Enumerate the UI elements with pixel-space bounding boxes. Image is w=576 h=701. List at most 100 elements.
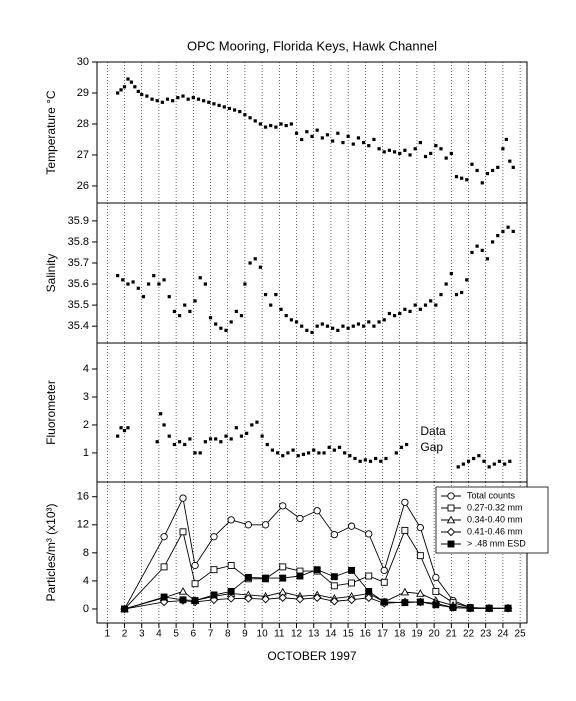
data-point	[147, 282, 151, 286]
marker	[179, 596, 187, 604]
marker	[416, 523, 425, 532]
y-tick-label: 29	[77, 87, 89, 99]
data-point	[511, 229, 515, 234]
marker	[449, 604, 457, 612]
y-tick-label: 0	[83, 603, 89, 615]
x-tick-label: 3	[139, 629, 145, 640]
x-tick-label: 18	[394, 629, 406, 640]
data-point	[331, 139, 335, 143]
data-point	[382, 150, 386, 154]
marker	[160, 563, 168, 571]
data-point	[155, 440, 159, 444]
marker	[380, 598, 388, 606]
data-point	[217, 103, 221, 107]
x-tick-label: 15	[343, 629, 355, 640]
data-point	[296, 454, 300, 458]
marker	[347, 522, 356, 530]
data-point	[315, 324, 319, 328]
annotation: Gap	[420, 440, 443, 454]
data-point	[258, 265, 262, 269]
y-tick-label: 2	[83, 419, 89, 431]
data-point	[377, 147, 381, 151]
data-point	[449, 151, 453, 156]
marker	[227, 562, 235, 569]
data-point	[136, 286, 140, 290]
data-point	[306, 451, 311, 455]
chart-title: OPC Mooring, Florida Keys, Hawk Channel	[187, 38, 437, 53]
data-point	[444, 156, 448, 160]
data-point	[372, 137, 376, 142]
legend-label: > .48 mm ESD	[467, 538, 526, 548]
data-point	[176, 96, 180, 100]
marker	[400, 587, 410, 596]
data-point	[408, 309, 412, 314]
data-point	[480, 181, 484, 185]
data-point	[501, 147, 505, 151]
data-point	[167, 295, 171, 299]
marker	[244, 521, 253, 529]
data-point	[358, 459, 362, 463]
data-point	[403, 307, 407, 311]
marker	[365, 587, 373, 595]
data-point	[245, 431, 249, 435]
data-point	[129, 80, 133, 84]
data-point	[239, 314, 244, 318]
marker	[296, 572, 304, 580]
data-point	[203, 282, 207, 286]
data-point	[465, 278, 469, 282]
data-point	[508, 159, 512, 163]
x-tick-label: 4	[156, 629, 162, 640]
data-point	[398, 151, 402, 156]
data-point	[384, 456, 388, 461]
data-point	[116, 434, 120, 438]
data-point	[198, 276, 202, 280]
data-point	[172, 442, 176, 447]
data-point	[487, 465, 491, 469]
y-tick-label: 35.6	[68, 278, 89, 290]
data-point	[219, 440, 223, 444]
marker	[279, 502, 287, 510]
x-tick-label: 17	[377, 629, 389, 640]
data-point	[177, 314, 182, 318]
data-point	[116, 274, 120, 278]
data-point	[346, 134, 350, 138]
marker	[227, 516, 235, 524]
data-point	[238, 109, 242, 114]
data-point	[482, 459, 486, 463]
marker	[416, 589, 425, 597]
x-tick-label: 8	[225, 629, 231, 640]
plot-frame	[96, 61, 528, 204]
data-point	[289, 318, 293, 322]
data-point	[188, 437, 192, 441]
marker	[348, 566, 356, 574]
y-tick-label: 28	[77, 118, 89, 130]
x-tick-label: 22	[463, 629, 475, 640]
data-point	[353, 456, 357, 461]
marker	[330, 582, 338, 590]
marker	[330, 573, 338, 581]
data-point	[504, 137, 508, 142]
marker	[244, 594, 253, 603]
data-point	[219, 326, 223, 330]
data-point	[403, 148, 407, 152]
data-point	[224, 434, 228, 438]
data-point	[145, 94, 149, 98]
data-point	[485, 257, 490, 261]
data-point	[183, 442, 187, 447]
data-point	[122, 428, 127, 433]
data-point	[351, 142, 355, 146]
y-tick-label: 12	[77, 519, 89, 531]
data-point	[423, 154, 428, 159]
data-point	[150, 97, 154, 101]
data-point	[434, 303, 438, 307]
data-point	[387, 311, 391, 316]
data-point	[116, 91, 120, 95]
data-point	[501, 229, 505, 234]
marker	[447, 492, 455, 500]
marker	[279, 574, 287, 582]
marker	[209, 595, 219, 605]
legend-label: Total counts	[467, 490, 516, 500]
marker	[347, 595, 356, 605]
data-point	[183, 303, 187, 307]
data-point	[413, 147, 417, 151]
